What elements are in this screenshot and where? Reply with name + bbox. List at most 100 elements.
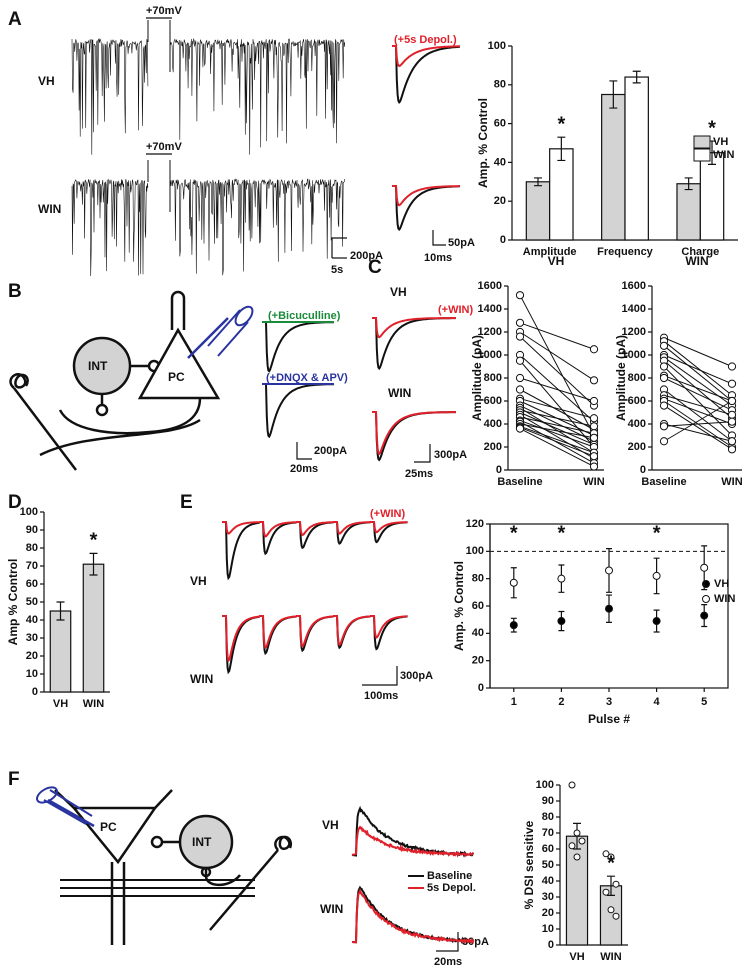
step-artifact <box>147 160 171 212</box>
scale-label: 50pA <box>448 237 475 249</box>
mean-trace <box>222 521 260 535</box>
y-tick-label: 800 <box>484 372 502 384</box>
data-point <box>727 445 737 454</box>
pair-line <box>663 345 733 402</box>
y-tick-label: 50 <box>26 596 38 608</box>
error-bar <box>557 136 566 162</box>
raw-trace <box>71 37 346 155</box>
data-point <box>557 617 566 626</box>
x-tick-label: Amplitude <box>523 246 577 258</box>
scale-bar <box>436 932 459 952</box>
pair-line <box>663 354 733 385</box>
data-point <box>612 880 620 888</box>
x-tick-label: Charge <box>681 246 719 258</box>
data-point <box>727 417 737 426</box>
error-bar <box>56 601 65 621</box>
mean-trace <box>372 317 456 339</box>
data-point <box>700 611 709 620</box>
data-point <box>652 617 661 626</box>
mean-trace <box>262 321 335 373</box>
bar <box>549 148 574 241</box>
legend-label: VH <box>714 578 729 590</box>
bar <box>82 563 105 693</box>
y-tick-label: 0 <box>478 682 484 694</box>
mean-trace <box>392 185 460 231</box>
pair-line <box>519 426 595 457</box>
x-tick-label: VH <box>569 951 584 963</box>
legend-label: WIN <box>713 149 734 161</box>
y-tick-label: 1600 <box>478 280 502 292</box>
data-point <box>602 850 610 858</box>
y-tick-label: 90 <box>26 524 38 536</box>
scale-label: 30pA <box>462 936 489 948</box>
mean-trace <box>351 887 475 945</box>
data-point <box>727 362 737 371</box>
x-tick-label: WIN <box>83 698 104 710</box>
mean-trace <box>392 45 460 68</box>
y-tick-label: 80 <box>26 542 38 554</box>
panel-letter: E <box>180 492 193 513</box>
mean-trace <box>296 521 334 537</box>
condition-label: (+DNQX & APV) <box>266 372 348 384</box>
data-point <box>605 604 613 613</box>
bar <box>601 93 626 241</box>
data-point <box>589 414 599 423</box>
bar <box>525 181 551 241</box>
condition-label: (+Bicuculline) <box>268 310 341 322</box>
y-tick-label: 1000 <box>478 349 502 361</box>
data-point <box>589 452 599 461</box>
significance: * <box>558 522 566 544</box>
y-tick-label: 30 <box>542 891 554 903</box>
pair-line <box>663 421 733 427</box>
x-tick-label: WIN <box>583 476 604 488</box>
y-tick-label: 100 <box>488 40 506 52</box>
scale-label: 10ms <box>424 252 452 264</box>
y-axis-label: Amp. % Control <box>452 561 466 651</box>
pair-line <box>519 423 595 439</box>
data-point <box>607 906 615 914</box>
pair-line <box>663 375 733 402</box>
y-tick-label: 0 <box>500 234 506 246</box>
significance: * <box>607 852 615 874</box>
pair-line <box>519 377 595 402</box>
mean-trace <box>222 521 260 581</box>
mean-trace <box>333 521 371 535</box>
pair-line <box>519 360 595 448</box>
data-point <box>727 396 737 406</box>
data-point <box>509 621 518 630</box>
data-point <box>602 888 610 896</box>
y-tick-label: 40 <box>472 627 484 639</box>
y-axis-label: Amp. % Control <box>476 98 490 188</box>
pair-line <box>663 398 733 425</box>
significance: * <box>510 522 518 544</box>
data-point <box>589 396 599 406</box>
data-point <box>700 563 709 572</box>
y-tick-label: 60 <box>494 118 506 130</box>
circuit-diagram <box>36 786 293 945</box>
data-point <box>568 781 576 789</box>
y-axis-label: % DSI sensitive <box>522 820 536 909</box>
pair-line <box>663 405 733 450</box>
data-point <box>605 566 613 575</box>
y-tick-label: 60 <box>542 843 554 855</box>
error-bar <box>684 177 693 191</box>
y-tick-label: 400 <box>484 418 502 430</box>
y-tick-label: 800 <box>628 372 646 384</box>
condition-label: (+WIN) <box>438 304 473 316</box>
data-point <box>727 379 737 388</box>
mean-trace <box>392 45 460 104</box>
error-bar <box>533 177 542 187</box>
trace-label: VH <box>38 74 55 88</box>
scale-label: 20ms <box>434 956 462 968</box>
mean-trace <box>370 521 408 534</box>
scale-label: 200pA <box>314 445 347 457</box>
y-axis-label: Amplitude (pA) <box>470 335 484 421</box>
y-tick-label: 70 <box>542 827 554 839</box>
data-point <box>589 422 599 431</box>
bar <box>699 152 725 241</box>
y-tick-label: 200 <box>484 441 502 453</box>
y-tick-label: 200 <box>628 441 646 453</box>
data-point <box>578 837 586 845</box>
pair-line <box>519 331 595 381</box>
